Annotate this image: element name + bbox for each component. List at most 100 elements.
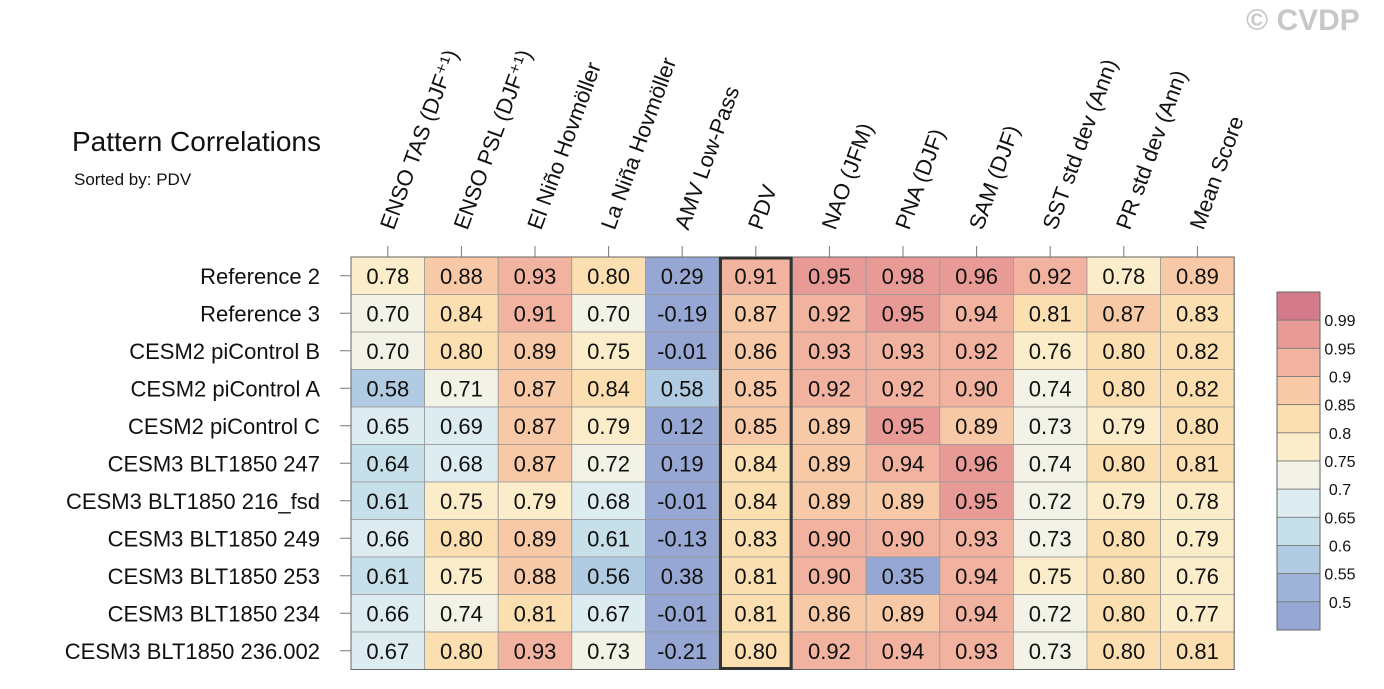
column-label: SST std dev (Ann) [1037, 56, 1122, 233]
row-label: CESM2 piControl A [130, 376, 320, 401]
cell-value: 0.93 [514, 264, 557, 289]
column-label: ENSO PSL (DJF⁺¹) [449, 46, 537, 232]
cell-value: 0.80 [1102, 601, 1145, 626]
heatmap-cell [939, 519, 1014, 558]
heatmap-cell [424, 256, 499, 295]
cell-value: 0.81 [514, 601, 557, 626]
cell-value: 0.68 [587, 489, 630, 514]
cell-value: 0.82 [1176, 376, 1219, 401]
heatmap-cell [865, 594, 941, 633]
heatmap-cell [1086, 481, 1161, 520]
colorbar-label: 0.99 [1324, 313, 1355, 330]
heatmap-cell [350, 369, 425, 408]
colorbar-label: 0.5 [1329, 595, 1351, 612]
cell-value: 0.80 [1102, 564, 1145, 589]
cell-value: 0.66 [366, 526, 409, 551]
colorbar-label: 0.75 [1324, 454, 1355, 471]
cell-value: 0.87 [514, 376, 557, 401]
cell-value: 0.96 [955, 264, 998, 289]
cell-value: -0.21 [657, 639, 707, 664]
heatmap-cell [718, 556, 793, 595]
cell-value: -0.01 [657, 339, 707, 364]
cell-value: 0.85 [734, 376, 777, 401]
heatmap-cell [1013, 331, 1088, 370]
column-label: NAO (JFM) [817, 120, 879, 233]
heatmap-cell [718, 519, 793, 558]
cell-value: 0.95 [882, 414, 925, 439]
cell-value: 0.87 [514, 451, 557, 476]
heatmap-cell [939, 294, 1014, 333]
row-label: CESM3 BLT1850 216_fsd [66, 489, 320, 514]
cell-value: 0.89 [882, 601, 925, 626]
cell-value: 0.88 [514, 564, 557, 589]
cell-value: 0.79 [1102, 414, 1145, 439]
cell-value: 0.80 [587, 264, 630, 289]
cell-value: 0.90 [808, 526, 851, 551]
cell-value: 0.84 [587, 376, 630, 401]
heatmap-cell [424, 369, 499, 408]
cell-value: 0.90 [808, 564, 851, 589]
cell-value: 0.86 [808, 601, 851, 626]
column-label: PNA (DJF) [890, 125, 949, 232]
heatmap-cell [571, 556, 646, 595]
cell-value: 0.70 [366, 339, 409, 364]
heatmap-cell [1086, 594, 1161, 633]
cell-value: 0.75 [587, 339, 630, 364]
colorbar-swatch [1276, 545, 1321, 575]
cell-value: 0.80 [1102, 451, 1145, 476]
heatmap-cell [1086, 444, 1161, 483]
cell-value: 0.61 [366, 489, 409, 514]
heatmap-cell [497, 594, 573, 633]
cell-value: 0.94 [882, 451, 925, 476]
heatmap-cell [1013, 519, 1088, 558]
heatmap-cell [571, 406, 646, 445]
cell-value: 0.75 [440, 564, 483, 589]
colorbar-label: 0.95 [1324, 341, 1355, 358]
cell-value: 0.89 [808, 451, 851, 476]
cell-value: 0.89 [808, 489, 851, 514]
cell-value: 0.94 [882, 639, 925, 664]
heatmap-cell [865, 256, 941, 295]
cell-value: 0.95 [882, 301, 925, 326]
cell-value: 0.29 [661, 264, 704, 289]
cell-value: 0.76 [1176, 564, 1219, 589]
cell-value: 0.66 [366, 601, 409, 626]
row-label: CESM3 BLT1850 234 [108, 601, 320, 626]
cell-value: 0.80 [440, 526, 483, 551]
cell-value: 0.89 [808, 414, 851, 439]
cell-value: 0.92 [808, 376, 851, 401]
cell-value: 0.93 [955, 639, 998, 664]
colorbar-border [1276, 291, 1321, 631]
heatmap-cell [571, 331, 646, 370]
chart-subtitle: Sorted by: PDV [74, 170, 192, 189]
cell-value: 0.79 [1176, 526, 1219, 551]
cell-value: 0.65 [366, 414, 409, 439]
column-label: SAM (DJF) [964, 122, 1025, 233]
colorbar-swatch [1276, 432, 1321, 462]
cell-value: 0.80 [440, 339, 483, 364]
heatmap-cell [1013, 631, 1088, 670]
cell-value: 0.68 [440, 451, 483, 476]
row-label: CESM3 BLT1850 247 [108, 451, 320, 476]
cell-value: 0.81 [1176, 639, 1219, 664]
cell-value: 0.81 [734, 564, 777, 589]
cell-value: 0.83 [734, 526, 777, 551]
heatmap-cell [571, 519, 646, 558]
heatmap-cell [865, 519, 941, 558]
heatmap-cell [718, 631, 793, 670]
cell-value: 0.95 [808, 264, 851, 289]
cell-value: 0.80 [1102, 376, 1145, 401]
colorbar-swatch [1276, 516, 1321, 546]
cell-value: 0.93 [808, 339, 851, 364]
heatmap-cell [571, 594, 646, 633]
cell-value: 0.72 [1029, 601, 1072, 626]
cell-value: 0.79 [1102, 489, 1145, 514]
cell-value: 0.72 [587, 451, 630, 476]
row-label: CESM3 BLT1850 253 [108, 564, 320, 589]
heatmap-cell [939, 594, 1014, 633]
heatmap-cell [939, 331, 1014, 370]
colorbar-label: 0.6 [1329, 539, 1351, 556]
cell-value: 0.38 [661, 564, 704, 589]
cell-value: 0.74 [1029, 451, 1072, 476]
